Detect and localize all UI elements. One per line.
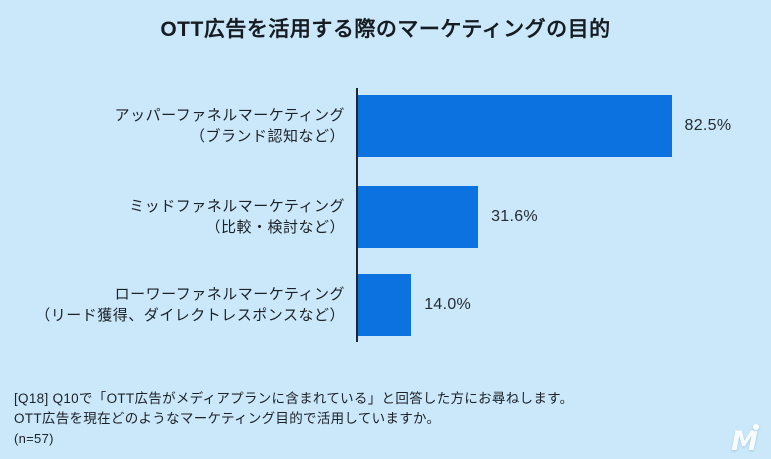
media-innovation-logo: M	[724, 423, 764, 457]
category-label: アッパーファネルマーケティング （ブランド認知など）	[0, 95, 345, 157]
bar-mid-funnel	[358, 186, 479, 248]
category-label-line1: ローワーファネルマーケティング	[114, 286, 345, 303]
bar-row-lower-funnel: ローワーファネルマーケティング （リード獲得、ダイレクトレスポンスなど） 14.…	[0, 274, 771, 336]
category-label-line1: アッパーファネルマーケティング	[114, 107, 345, 124]
bar-value-label: 14.0%	[424, 296, 472, 313]
bar-row-upper-funnel: アッパーファネルマーケティング （ブランド認知など） 82.5%	[0, 95, 771, 157]
logo-m-letter: M	[731, 426, 758, 457]
category-label-line2: （比較・検討など）	[205, 219, 345, 236]
bar-lower-funnel	[358, 274, 412, 336]
footnote-line1: [Q18] Q10で「OTT広告がメディアプランに含まれている」と回答した方にお…	[14, 391, 574, 406]
y-axis-line	[356, 88, 358, 342]
category-label-line2: （ブランド認知など）	[189, 128, 345, 145]
footnote-line2: OTT広告を現在どのようなマーケティング目的で活用していますか。	[14, 411, 441, 426]
logo-dot-icon	[753, 424, 759, 430]
bar-row-mid-funnel: ミッドファネルマーケティング （比較・検討など） 31.6%	[0, 186, 771, 248]
survey-footnote: [Q18] Q10で「OTT広告がメディアプランに含まれている」と回答した方にお…	[14, 389, 573, 449]
bar-upper-funnel	[358, 95, 672, 157]
bar-value-label: 31.6%	[491, 208, 538, 225]
category-label-line1: ミッドファネルマーケティング	[129, 198, 345, 215]
bar-value-label: 82.5%	[684, 117, 732, 134]
category-label-line2: （リード獲得、ダイレクトレスポンスなど）	[35, 307, 345, 324]
bar-track: 82.5%	[358, 95, 738, 157]
chart-title: OTT広告を活用する際のマーケティングの目的	[160, 18, 611, 41]
sample-size: (n=57)	[14, 431, 54, 446]
bar-track: 14.0%	[358, 274, 738, 336]
category-label: ローワーファネルマーケティング （リード獲得、ダイレクトレスポンスなど）	[0, 274, 345, 336]
bar-track: 31.6%	[358, 186, 738, 248]
category-label: ミッドファネルマーケティング （比較・検討など）	[0, 186, 345, 248]
